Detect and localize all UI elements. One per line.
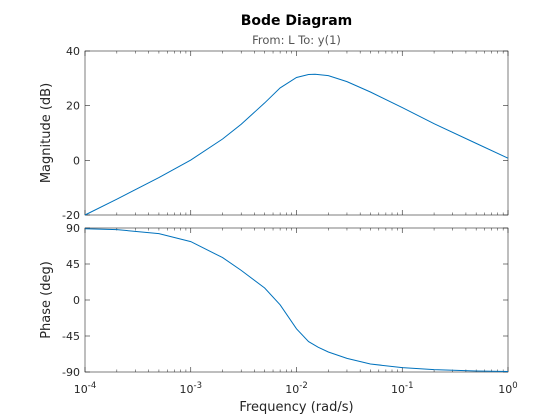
phase-series-line bbox=[84, 228, 509, 372]
y-axis-label: Phase (deg) bbox=[39, 261, 54, 339]
chart-title: Bode Diagram bbox=[241, 13, 353, 29]
x-tick-label-exponent: -4 bbox=[88, 381, 96, 391]
x-tick-label-exponent: -1 bbox=[405, 381, 413, 391]
x-tick-label: 10-2 bbox=[285, 381, 307, 396]
plot-area-1 bbox=[84, 227, 509, 373]
x-tick-label: 10-1 bbox=[391, 381, 413, 396]
magnitude-series-line bbox=[84, 73, 509, 216]
x-tick-label-base: 10 bbox=[391, 383, 405, 396]
x-tick-label-base: 10 bbox=[285, 383, 299, 396]
y-tick-label: -20 bbox=[62, 209, 80, 222]
y-tick-label: 90 bbox=[66, 222, 80, 235]
y-tick-label: 0 bbox=[73, 154, 80, 167]
y-tick-label: -90 bbox=[62, 366, 80, 379]
plot-area-0 bbox=[84, 50, 509, 216]
y-tick-label: 20 bbox=[66, 100, 80, 113]
y-axis-label: Magnitude (dB) bbox=[39, 83, 54, 183]
x-tick-label: 10-4 bbox=[74, 381, 96, 396]
x-tick-label-base: 10 bbox=[498, 383, 512, 396]
x-tick-label: 100 bbox=[498, 381, 517, 396]
x-tick-label-base: 10 bbox=[180, 383, 194, 396]
y-tick-label: 45 bbox=[66, 258, 80, 271]
x-tick-label-exponent: 0 bbox=[512, 381, 517, 391]
x-tick-label-exponent: -3 bbox=[194, 381, 202, 391]
y-tick-label: -45 bbox=[62, 330, 80, 343]
x-axis-label: Frequency (rad/s) bbox=[239, 400, 353, 415]
chart-subtitle: From: L To: y(1) bbox=[252, 33, 341, 47]
x-tick-label-exponent: -2 bbox=[299, 381, 307, 391]
y-tick-label: 0 bbox=[73, 294, 80, 307]
x-tick-label-base: 10 bbox=[74, 383, 88, 396]
x-tick-label: 10-3 bbox=[180, 381, 202, 396]
y-tick-label: 40 bbox=[66, 45, 80, 58]
